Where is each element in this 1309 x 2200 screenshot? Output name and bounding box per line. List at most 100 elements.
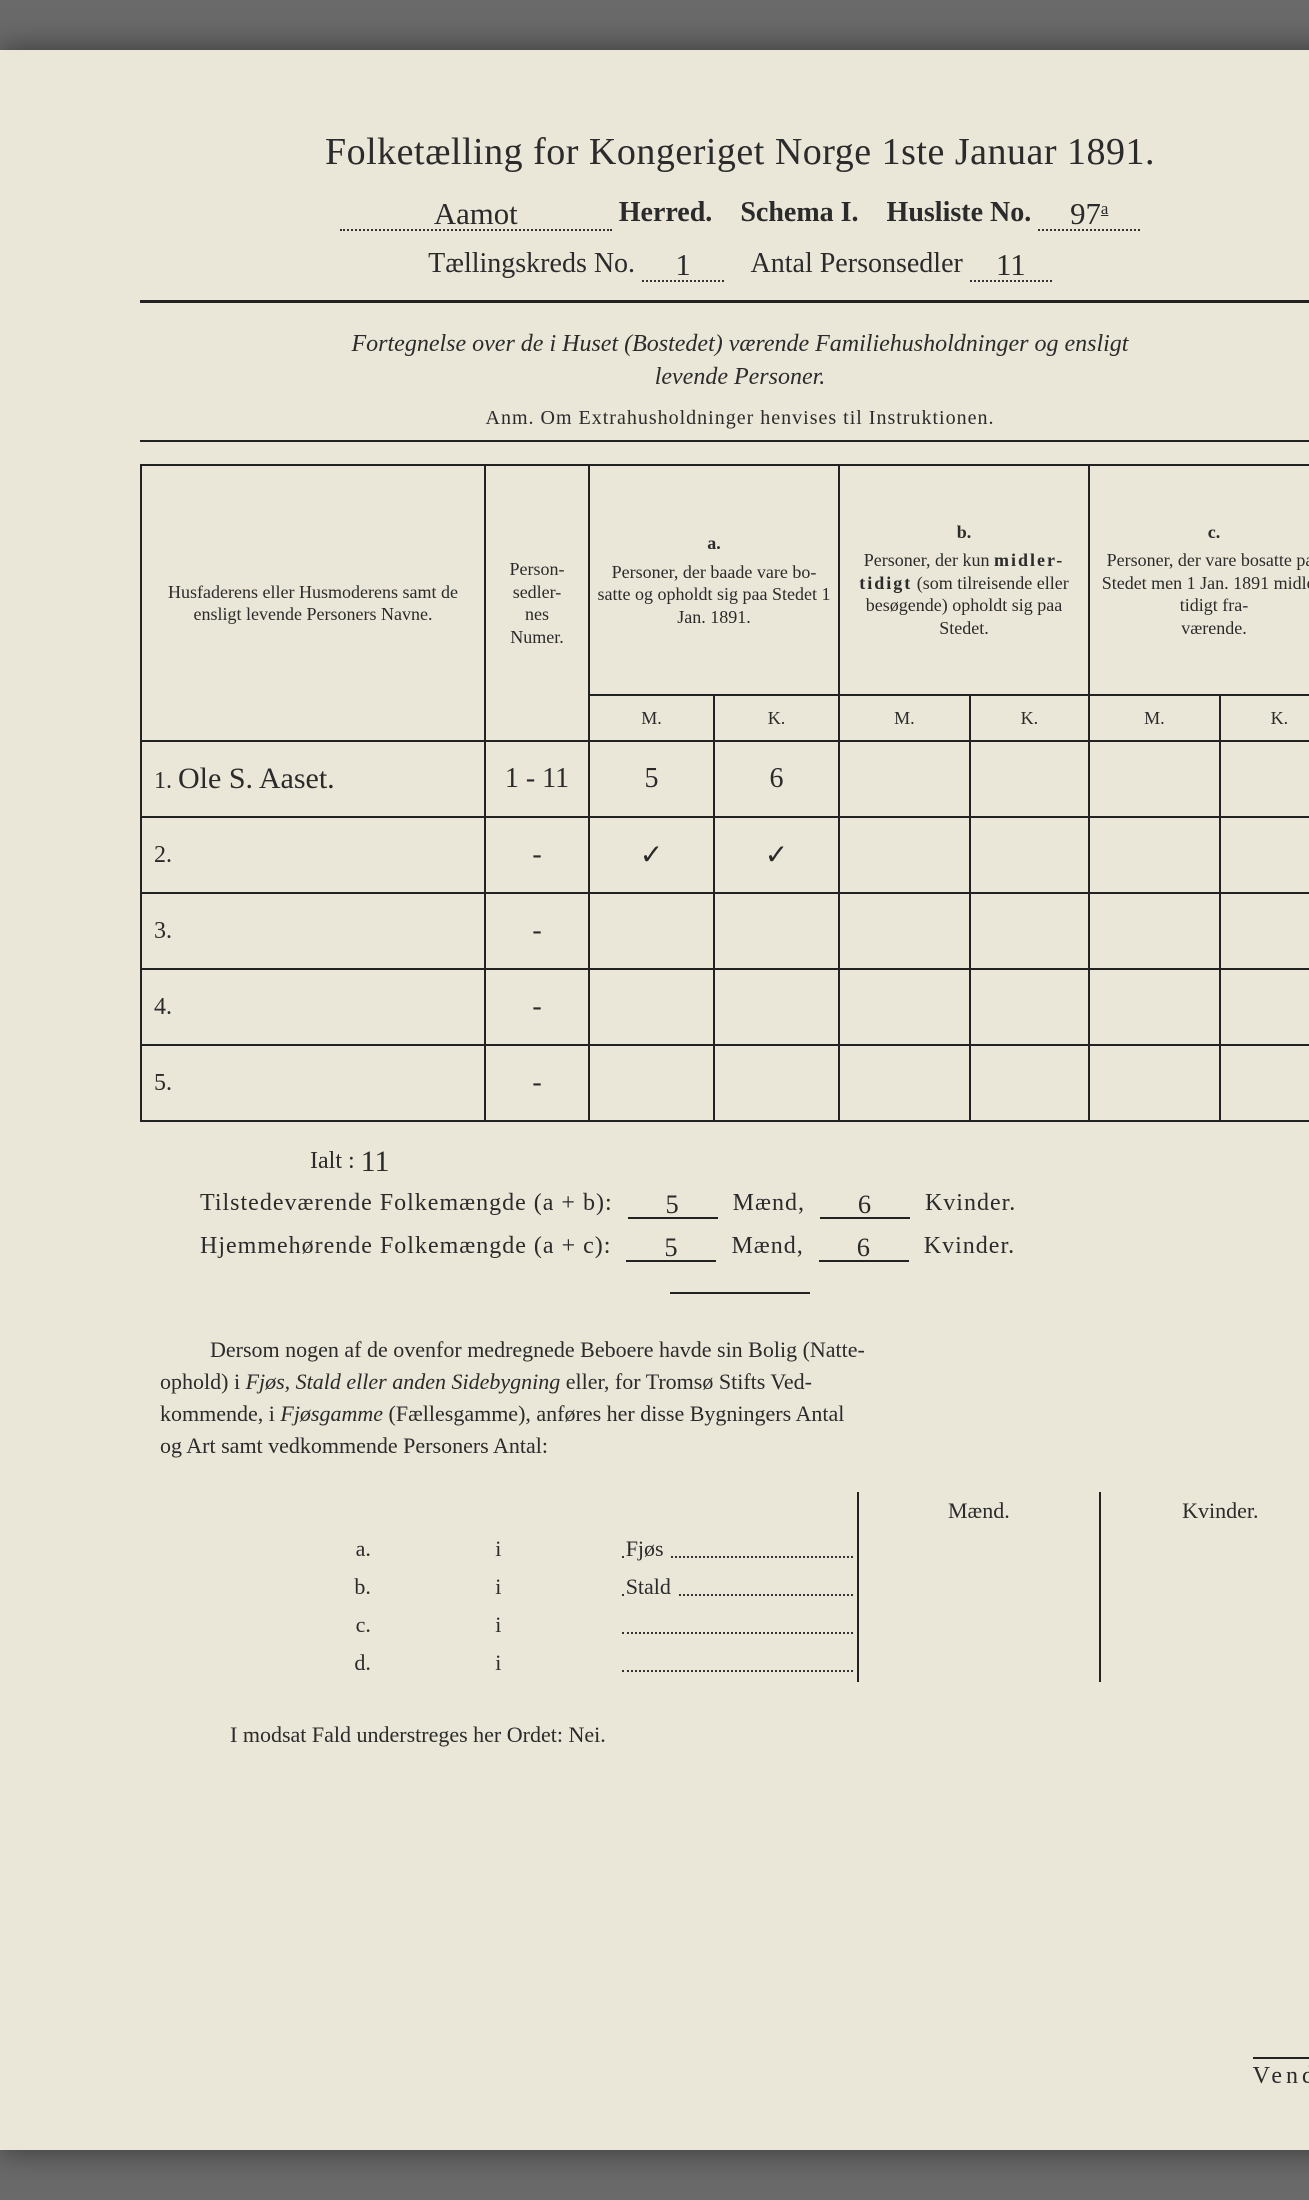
col-b-m: M.: [839, 695, 970, 741]
mk-table: Mænd. Kvinder. a. i Fjøs b. i Stald c. i…: [140, 1492, 1309, 1682]
abcd-label: c.: [140, 1606, 379, 1644]
subtitle-2: levende Personer.: [140, 364, 1309, 391]
col-a: a. Personer, der baade vare bo- satte og…: [589, 465, 839, 695]
cell: [1089, 893, 1220, 969]
cell: [589, 969, 714, 1045]
cell: [1220, 969, 1309, 1045]
short-divider: [670, 1292, 810, 1294]
abcd-i: i: [379, 1568, 618, 1606]
herred-value: Aamot: [340, 194, 612, 231]
row-num: -: [532, 915, 541, 946]
abcd-text: [618, 1644, 858, 1682]
cell: 5: [645, 763, 659, 794]
summary-line-1: Tilstedeværende Folkemængde (a + b): 5 M…: [200, 1186, 1309, 1219]
abcd-m-slot: [858, 1606, 1100, 1644]
cell: [1220, 817, 1309, 893]
row-idx: 3.: [154, 918, 172, 944]
summary-2-m: 5: [664, 1232, 678, 1263]
cell: [970, 1045, 1089, 1121]
summary-1-m: 5: [666, 1189, 680, 1220]
col-c-m: M.: [1089, 695, 1220, 741]
abcd-m-slot: [858, 1644, 1100, 1682]
antal-value: 11: [970, 245, 1052, 282]
cell: ✓: [765, 840, 788, 871]
main-title: Folketælling for Kongeriget Norge 1ste J…: [140, 130, 1309, 174]
abcd-m-slot: [858, 1568, 1100, 1606]
divider-1: [140, 300, 1309, 303]
abcd-label: a.: [140, 1530, 379, 1568]
herred-label: Herred.: [619, 197, 713, 228]
kreds-no: 1: [642, 245, 724, 282]
mk-maend-header: Mænd.: [858, 1492, 1100, 1530]
row-num: -: [532, 991, 541, 1022]
col-c: c. Personer, der vare bosatte paa Stedet…: [1089, 465, 1309, 695]
abcd-m-slot: [858, 1530, 1100, 1568]
row-idx: 1.: [154, 768, 172, 794]
abcd-text: Fjøs: [626, 1536, 670, 1561]
cell: [1220, 1045, 1309, 1121]
abcd-k-slot: [1100, 1644, 1309, 1682]
row-idx: 4.: [154, 994, 172, 1020]
summary-1-label: Tilstedeværende Folkemængde (a + b):: [200, 1190, 613, 1216]
husliste-no: 97a: [1038, 194, 1140, 231]
col-b-k: K.: [970, 695, 1089, 741]
instructions-paragraph: Dersom nogen af de ovenfor medregnede Be…: [160, 1334, 1309, 1462]
census-form-page: Folketælling for Kongeriget Norge 1ste J…: [0, 50, 1309, 2150]
table-row: 5. -: [141, 1045, 1309, 1121]
col-names: Husfaderens eller Husmoderens samt de en…: [141, 465, 485, 741]
col-c-k: K.: [1220, 695, 1309, 741]
abcd-k-slot: [1100, 1606, 1309, 1644]
table-row: 1. Ole S. Aaset. 1 - 11 5 6: [141, 741, 1309, 817]
kvinder-label: Kvinder.: [925, 1190, 1016, 1216]
cell: [714, 893, 839, 969]
col-b: b. Personer, der kun midler- tidigt (som…: [839, 465, 1089, 695]
cell: [1220, 893, 1309, 969]
mk-kvinder-header: Kvinder.: [1100, 1492, 1309, 1530]
abcd-row: b. i Stald: [140, 1568, 1309, 1606]
cell: [970, 969, 1089, 1045]
summary-line-2: Hjemmehørende Folkemængde (a + c): 5 Mæn…: [200, 1229, 1309, 1262]
abcd-row: a. i Fjøs: [140, 1530, 1309, 1568]
row-name-value: Ole S. Aaset.: [178, 762, 335, 795]
row-num: 1 - 11: [505, 763, 569, 794]
main-table: Husfaderens eller Husmoderens samt de en…: [140, 464, 1309, 1122]
anm-note: Anm. Om Extrahusholdninger henvises til …: [140, 407, 1309, 430]
divider-2: [140, 440, 1309, 442]
abcd-k-slot: [1100, 1568, 1309, 1606]
kvinder-label: Kvinder.: [924, 1233, 1015, 1259]
row-idx: 2.: [154, 842, 172, 868]
abcd-i: i: [379, 1606, 618, 1644]
table-row: 2. - ✓ ✓: [141, 817, 1309, 893]
cell: [714, 969, 839, 1045]
col-a-m: M.: [589, 695, 714, 741]
abcd-i: i: [379, 1644, 618, 1682]
kreds-label: Tællingskreds No.: [428, 248, 635, 279]
cell: [589, 1045, 714, 1121]
cell: [970, 817, 1089, 893]
cell: [714, 1045, 839, 1121]
col-personsedler: Person- sedler- nes Numer.: [485, 465, 589, 741]
cell: [970, 893, 1089, 969]
cell: [839, 1045, 970, 1121]
ialt-value: 11: [361, 1145, 390, 1179]
cell: 6: [770, 763, 784, 794]
abcd-row: c. i: [140, 1606, 1309, 1644]
cell: [1089, 969, 1220, 1045]
cell: [1089, 1045, 1220, 1121]
summary-2-label: Hjemmehørende Folkemængde (a + c):: [200, 1233, 611, 1259]
abcd-label: b.: [140, 1568, 379, 1606]
antal-label: Antal Personsedler: [751, 248, 963, 279]
summary-2-k: 6: [857, 1232, 871, 1263]
husliste-label: Husliste No.: [887, 197, 1032, 228]
summary-1-k: 6: [858, 1189, 872, 1220]
abcd-label: d.: [140, 1644, 379, 1682]
table-row: 4. -: [141, 969, 1309, 1045]
abcd-text: Stald: [626, 1574, 677, 1599]
maend-label: Mænd,: [731, 1233, 803, 1259]
col-a-k: K.: [714, 695, 839, 741]
row-idx: 5.: [154, 1070, 172, 1096]
table-row: 3. -: [141, 893, 1309, 969]
cell: [839, 817, 970, 893]
cell: ✓: [640, 840, 663, 871]
ialt-line: Ialt : 11: [310, 1142, 1309, 1176]
